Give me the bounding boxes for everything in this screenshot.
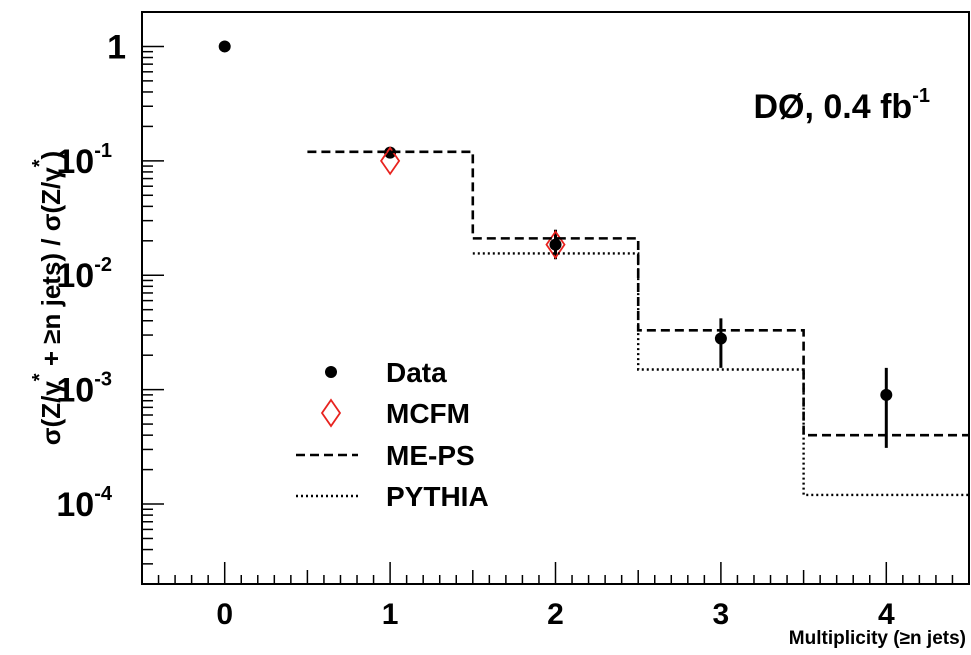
series-mcfm bbox=[380, 146, 566, 260]
y-tick-label: 10-1 bbox=[56, 140, 112, 181]
y-tick-base: 10 bbox=[56, 257, 94, 295]
ylabel-part1: σ(Z/γ bbox=[36, 381, 66, 446]
data-point bbox=[714, 332, 727, 345]
mcfm-marker bbox=[545, 230, 566, 260]
y-tick-exp: -3 bbox=[94, 369, 112, 391]
legend-marker-mcfm bbox=[320, 398, 342, 428]
y-tick-label: 10-4 bbox=[56, 483, 112, 524]
annotation-sup: -1 bbox=[912, 85, 930, 107]
legend-marker-data bbox=[325, 366, 337, 378]
x-tick-label: 0 bbox=[216, 598, 233, 631]
ylabel-star2: * bbox=[29, 159, 51, 167]
step-line-pythia bbox=[472, 252, 969, 497]
legend: Data MCFM ME-PS PYTHIA bbox=[296, 357, 489, 512]
ylabel-part2: + ≥n jets) / σ(Z/γ bbox=[36, 167, 66, 374]
tick-layer: 110-110-210-310-40 1 2 3 4 bbox=[56, 11, 970, 631]
legend-item-data: Data bbox=[325, 357, 447, 388]
data-point bbox=[384, 146, 397, 159]
series-layer bbox=[218, 40, 969, 497]
y-tick-label: 10-2 bbox=[56, 254, 112, 295]
y-tick-base: 10 bbox=[56, 486, 94, 524]
x-axis-label: Multiplicity (≥n jets) bbox=[789, 628, 966, 649]
y-tick-exp: -4 bbox=[94, 483, 113, 505]
legend-label: ME-PS bbox=[386, 440, 475, 471]
y-tick-base: 10 bbox=[56, 372, 94, 410]
y-axis-label: σ(Z/γ* + ≥n jets) / σ(Z/γ*) bbox=[29, 151, 66, 445]
y-tick-exp: -1 bbox=[94, 140, 112, 162]
annotation-main: DØ, 0.4 fb bbox=[754, 88, 913, 126]
x-tick-label: 4 bbox=[878, 598, 895, 631]
legend-item-pythia: PYTHIA bbox=[296, 481, 489, 512]
y-tick-base: 10 bbox=[56, 143, 94, 181]
data-point bbox=[218, 40, 231, 53]
y-tick-label: 10-3 bbox=[56, 369, 112, 410]
x-tick-label: 3 bbox=[713, 598, 730, 631]
y-tick-label: 1 bbox=[107, 28, 126, 66]
data-point bbox=[880, 388, 893, 401]
series-pythia bbox=[472, 252, 969, 497]
data-point bbox=[549, 238, 562, 251]
experiment-annotation: DØ, 0.4 fb-1 bbox=[754, 85, 931, 126]
legend-item-me-ps: ME-PS bbox=[296, 440, 475, 471]
y-tick-exp: -2 bbox=[94, 254, 112, 276]
mcfm-marker bbox=[380, 146, 401, 176]
legend-label: PYTHIA bbox=[386, 481, 489, 512]
x-tick-label: 2 bbox=[547, 598, 564, 631]
legend-label: MCFM bbox=[386, 398, 470, 429]
legend-item-mcfm: MCFM bbox=[320, 398, 470, 429]
legend-label: Data bbox=[386, 357, 447, 388]
ylabel-part3: ) bbox=[36, 151, 66, 160]
ylabel-star1: * bbox=[29, 373, 51, 381]
x-tick-label: 1 bbox=[382, 598, 399, 631]
